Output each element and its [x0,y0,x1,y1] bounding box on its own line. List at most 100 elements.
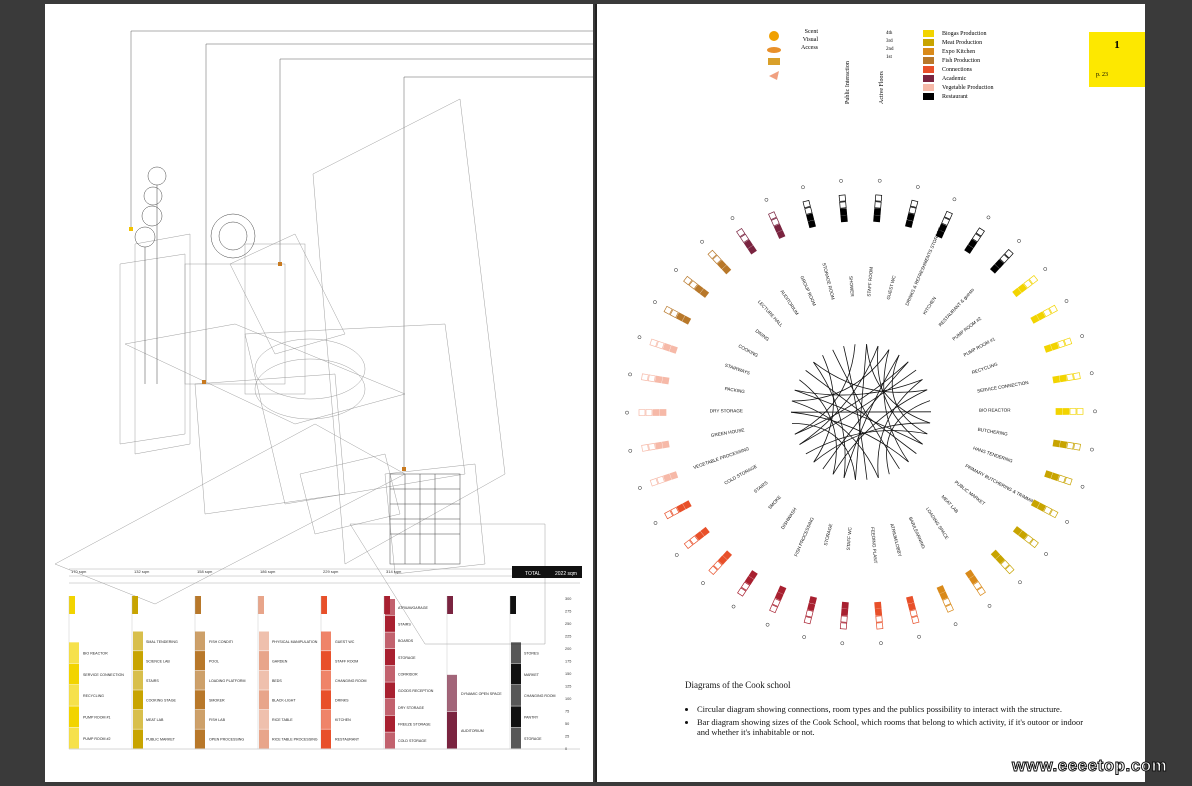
sense-marker [1089,371,1094,376]
axis-tick-label: 75 [565,710,569,714]
circular-diagram: STAFF ROOM GUEST WC DRINKS & REFRESHMENTS … [625,178,1097,646]
bar-segment [447,711,457,749]
bar-segment [385,615,395,632]
bar-segment [69,663,79,685]
connection-line [813,422,931,463]
axis-tick-label: 125 [565,685,571,689]
floor-square [670,506,680,516]
floor-square [736,228,746,238]
connection-line [891,354,928,435]
floor-square [774,591,784,601]
connection-line [790,411,909,463]
bar-room-label: CORRIDOR [398,673,418,677]
legend-item: Meat Production [923,38,994,47]
floor-square [1012,287,1022,298]
floor-square [989,264,1000,274]
bar-segment [385,599,395,616]
floor-square [1066,441,1075,450]
axis-tick-label: 250 [565,622,571,626]
floor-square [1042,308,1052,318]
floor-square [682,315,692,325]
bar-segment [385,665,395,682]
bar-room-label: SMOKER [209,699,225,703]
sense-marker [674,553,679,557]
floor-square [1012,526,1023,536]
floor-square [802,200,811,209]
floor-square [876,622,884,630]
floor-square [1036,311,1046,321]
bar-room-label: STORAGE [398,656,416,660]
sense-marker [1093,409,1097,414]
recycle-icon [769,31,779,41]
sense-marker [917,634,921,639]
bar-segment [511,706,521,728]
bar-room-label: PHYSICAL MANIPULATION [272,640,318,644]
legend-item: Vegetable Production [923,83,994,92]
bar-segment [321,690,331,710]
floor-square [839,208,848,216]
sense-marker [953,622,958,627]
axis-tick-label: 150 [565,672,571,676]
circle-room-label: DRY STORAGE [710,408,743,413]
axis-tick-label: 225 [565,635,571,639]
bar-segment [133,690,143,710]
sense-marker [625,410,629,415]
sense-marker [986,215,991,220]
bar-segment [259,690,269,710]
left-page: 170 sqm BIO REACTOR SERVICE CONNECTION RECY… [45,4,593,782]
bar-chart: 170 sqm BIO REACTOR SERVICE CONNECTION RECY… [68,566,582,751]
floor-square [1052,439,1061,448]
legend-swatch [923,57,934,64]
floor-square [1069,408,1077,415]
floor-square [909,609,918,618]
sense-marker [915,185,920,189]
legend-label: Vegetable Production [942,84,994,91]
bar-area-label: 170 sqm [71,569,87,574]
sense-marker [628,372,632,377]
legend-item: Restaurant [923,92,994,101]
floor-square [1030,499,1040,509]
floor-square [675,312,685,322]
floor-square [1049,509,1059,519]
circle-room-label: MEAT LAB [940,494,959,514]
floor-square [641,373,649,382]
connection-line [813,355,834,463]
sense-marker [638,486,642,490]
bar-area-label: 314 sqm [386,569,402,574]
connection-line [843,354,900,479]
caption-title: Diagrams of the Cook school [685,680,791,690]
floor-square [1043,505,1053,515]
circle-room-label: PACKING [724,386,745,394]
connection-line [791,349,890,402]
floor-square [1050,341,1059,351]
bar-room-label: PUMP ROOM #2 [83,737,111,741]
floor-square [641,444,649,452]
bar-room-label: DYNAMIC OPEN SPACE [461,692,502,696]
circle-room-label: COLD STORAGE [723,464,757,486]
axonometric-drawing: 170 sqm BIO REACTOR SERVICE CONNECTION RECY… [54,30,593,751]
floor-square [907,602,916,611]
floor-square [769,604,778,614]
bar-room-label: DRINKS [335,699,349,703]
floor-square [942,597,952,607]
axis-tick-label: 0 [565,747,567,751]
public-icons [767,31,781,80]
connection-line [794,389,923,445]
bar-area-label: 158 sqm [197,569,213,574]
floor-square [938,223,948,233]
connection-line [886,400,931,475]
floor-square [976,586,986,596]
sense-marker [1018,580,1022,585]
floor-square [1029,538,1039,549]
floor-square [808,596,817,605]
circle-room-label: STAIRS [753,480,769,494]
bar-segment [447,674,457,712]
bar-segment [321,729,331,749]
sense-marker [1080,334,1084,338]
circle-room-label: RESTAURANT & guests [938,287,976,328]
floor-square [1073,442,1081,451]
floor-square [717,259,727,270]
bar-segment [195,690,205,710]
floor-square [838,194,846,202]
floor-square [1057,339,1066,349]
